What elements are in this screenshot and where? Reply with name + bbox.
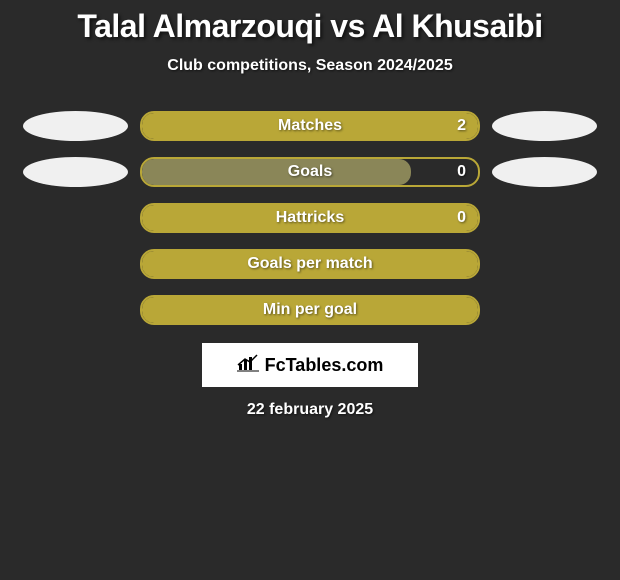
- stat-label: Min per goal: [263, 301, 357, 319]
- chart-icon: [237, 354, 259, 377]
- stat-row: Min per goal: [0, 295, 620, 325]
- stat-bar: Goals 0: [140, 157, 480, 187]
- stat-bar-fill: [142, 159, 411, 185]
- comparison-card: Talal Almarzouqi vs Al Khusaibi Club com…: [0, 0, 620, 419]
- footer-logo[interactable]: FcTables.com: [202, 343, 418, 387]
- stat-value: 0: [457, 209, 466, 227]
- player-right-avatar: [492, 111, 597, 141]
- stat-value: 2: [457, 117, 466, 135]
- stat-row: Hattricks 0: [0, 203, 620, 233]
- player-left-avatar: [23, 157, 128, 187]
- page-title: Talal Almarzouqi vs Al Khusaibi: [0, 8, 620, 45]
- player-right-avatar: [492, 157, 597, 187]
- stat-bar: Goals per match: [140, 249, 480, 279]
- stat-bar: Min per goal: [140, 295, 480, 325]
- player-left-avatar: [23, 111, 128, 141]
- stat-row: Matches 2: [0, 111, 620, 141]
- footer-date: 22 february 2025: [0, 401, 620, 419]
- stats-rows: Matches 2 Goals 0 Hattricks 0 Goals per match M…: [0, 111, 620, 325]
- stat-label: Goals per match: [247, 255, 372, 273]
- stat-bar: Hattricks 0: [140, 203, 480, 233]
- stat-row: Goals 0: [0, 157, 620, 187]
- stat-value: 0: [457, 163, 466, 181]
- stat-row: Goals per match: [0, 249, 620, 279]
- stat-bar: Matches 2: [140, 111, 480, 141]
- subtitle: Club competitions, Season 2024/2025: [0, 57, 620, 75]
- stat-label: Matches: [278, 117, 342, 135]
- stat-label: Goals: [288, 163, 332, 181]
- logo-text: FcTables.com: [265, 355, 384, 376]
- stat-label: Hattricks: [276, 209, 344, 227]
